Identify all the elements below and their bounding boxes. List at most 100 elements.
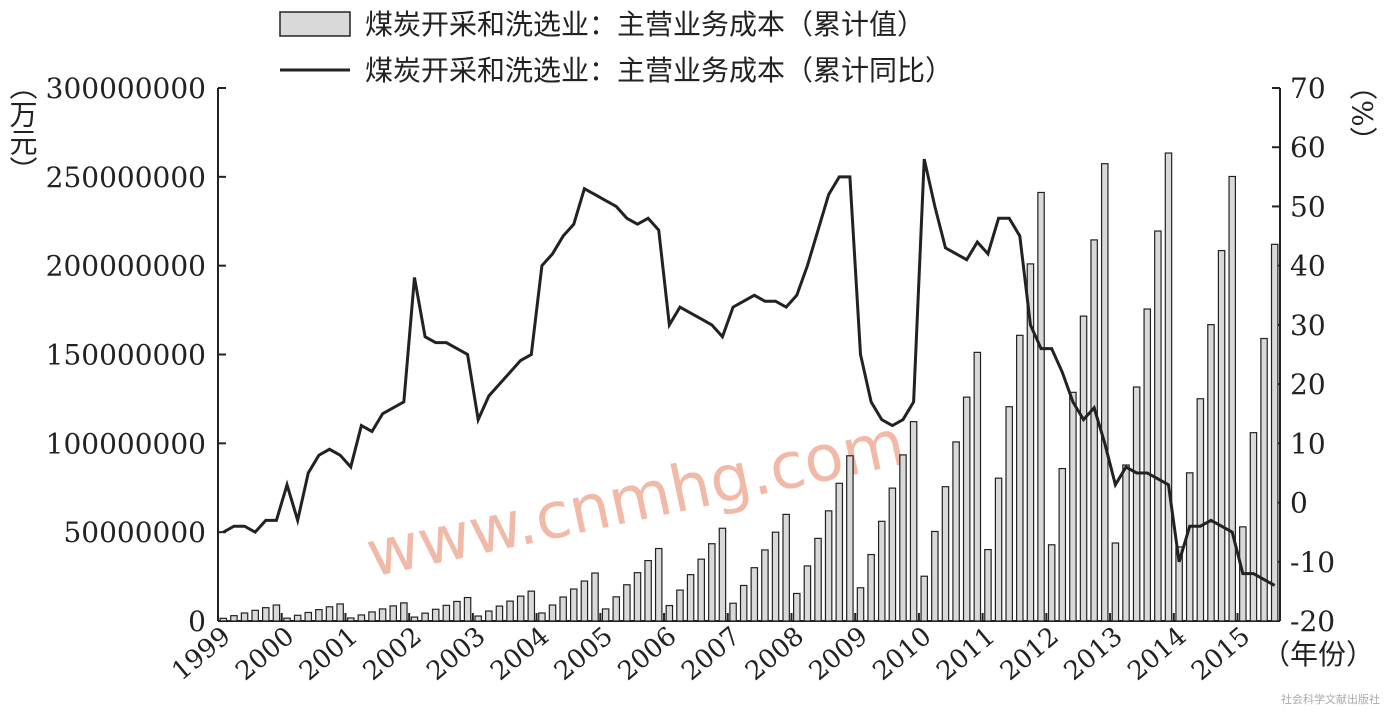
- bar: [654, 547, 663, 622]
- bar: [527, 590, 536, 622]
- bar: [782, 513, 790, 622]
- bar: [973, 351, 982, 622]
- bar: [909, 421, 918, 622]
- x-tick-label: 2008: [740, 621, 810, 687]
- bar: [591, 572, 599, 622]
- bar: [931, 530, 939, 622]
- y2-tick-label: 30: [1290, 309, 1326, 342]
- y-tick-label: 200000000: [46, 250, 206, 283]
- bar: [835, 482, 844, 622]
- y-tick-label: 50000000: [63, 516, 206, 549]
- bar: [686, 574, 695, 622]
- bar: [1217, 249, 1226, 622]
- bar: [1100, 163, 1109, 622]
- x-tick-label: 2014: [1122, 621, 1192, 687]
- bar: [421, 612, 429, 622]
- bar: [230, 615, 238, 622]
- bar: [633, 572, 642, 622]
- bar: [1228, 175, 1236, 622]
- bar: [1132, 386, 1141, 622]
- bar: [1122, 464, 1130, 622]
- bar: [1016, 334, 1024, 622]
- y2-tick-label: 50: [1290, 190, 1326, 223]
- bar: [1069, 391, 1077, 622]
- bar: [219, 617, 228, 622]
- x-tick-label: 2011: [931, 621, 1001, 687]
- x-tick-label: 2004: [485, 621, 555, 687]
- bar: [1270, 243, 1279, 622]
- y2-tick-label: -10: [1290, 546, 1335, 579]
- bar: [1026, 263, 1035, 622]
- bar: [739, 584, 748, 622]
- bar: [793, 592, 801, 622]
- bar: [601, 608, 610, 622]
- bar: [1260, 337, 1268, 622]
- x-axis-label: （年份）: [1262, 638, 1374, 671]
- bar: [293, 614, 302, 622]
- legend-label: 煤炭开采和洗选业：主营业务成本（累计值）: [365, 8, 925, 41]
- bar: [920, 575, 929, 622]
- legend-swatch: [279, 11, 351, 37]
- bar: [676, 589, 684, 622]
- bar: [877, 520, 886, 622]
- bar: [240, 612, 249, 622]
- bar: [1090, 239, 1098, 622]
- bar: [888, 487, 897, 622]
- bar: [1175, 546, 1183, 622]
- bar: [442, 604, 451, 622]
- bar: [1185, 472, 1194, 622]
- x-tick-label: 2015: [1186, 621, 1256, 687]
- x-tick-label: 2000: [230, 621, 300, 687]
- y2-tick-label: 20: [1290, 368, 1326, 401]
- x-tick-label: 2005: [549, 621, 619, 687]
- bar: [899, 454, 907, 622]
- bar: [856, 587, 865, 622]
- y2-tick-label: 10: [1290, 427, 1326, 460]
- bar: [984, 548, 992, 622]
- x-tick-label: 2013: [1059, 621, 1129, 687]
- bar: [846, 455, 854, 622]
- bar: [463, 596, 472, 622]
- bar: [325, 606, 334, 622]
- x-tick-label: 2009: [804, 621, 874, 687]
- bar: [708, 543, 716, 622]
- bar: [867, 553, 875, 622]
- bar: [814, 537, 822, 622]
- bar: [994, 477, 1003, 622]
- bar: [644, 559, 652, 622]
- y2-tick-label: 70: [1290, 72, 1326, 105]
- bar: [824, 510, 833, 622]
- bar: [1154, 230, 1162, 622]
- bar: [251, 609, 259, 622]
- bar: [368, 611, 376, 622]
- bar: [431, 608, 440, 622]
- bar: [538, 612, 546, 622]
- bar: [453, 600, 461, 622]
- y-tick-label: 100000000: [46, 427, 206, 460]
- bar: [315, 609, 323, 622]
- x-tick-label: 2003: [421, 621, 491, 687]
- bar: [516, 595, 525, 622]
- bar: [761, 549, 769, 622]
- bar: [559, 596, 567, 622]
- bar: [1037, 191, 1045, 622]
- bar: [548, 604, 557, 622]
- bar: [1079, 315, 1088, 622]
- bar: [357, 614, 366, 622]
- bar: [1047, 544, 1056, 622]
- bar: [485, 610, 493, 622]
- bar: [495, 605, 504, 622]
- legend-label: 煤炭开采和洗选业：主营业务成本（累计同比）: [365, 54, 953, 87]
- bar: [729, 602, 737, 622]
- bar: [336, 603, 344, 622]
- bar: [1249, 432, 1258, 622]
- bar: [410, 616, 419, 622]
- y2-axis-label: （%）: [1346, 72, 1379, 155]
- y-tick-label: 300000000: [46, 72, 206, 105]
- bar: [623, 584, 631, 622]
- bar: [569, 588, 578, 622]
- bar: [771, 531, 780, 622]
- bar: [1058, 467, 1067, 622]
- x-tick-label: 2002: [358, 621, 428, 687]
